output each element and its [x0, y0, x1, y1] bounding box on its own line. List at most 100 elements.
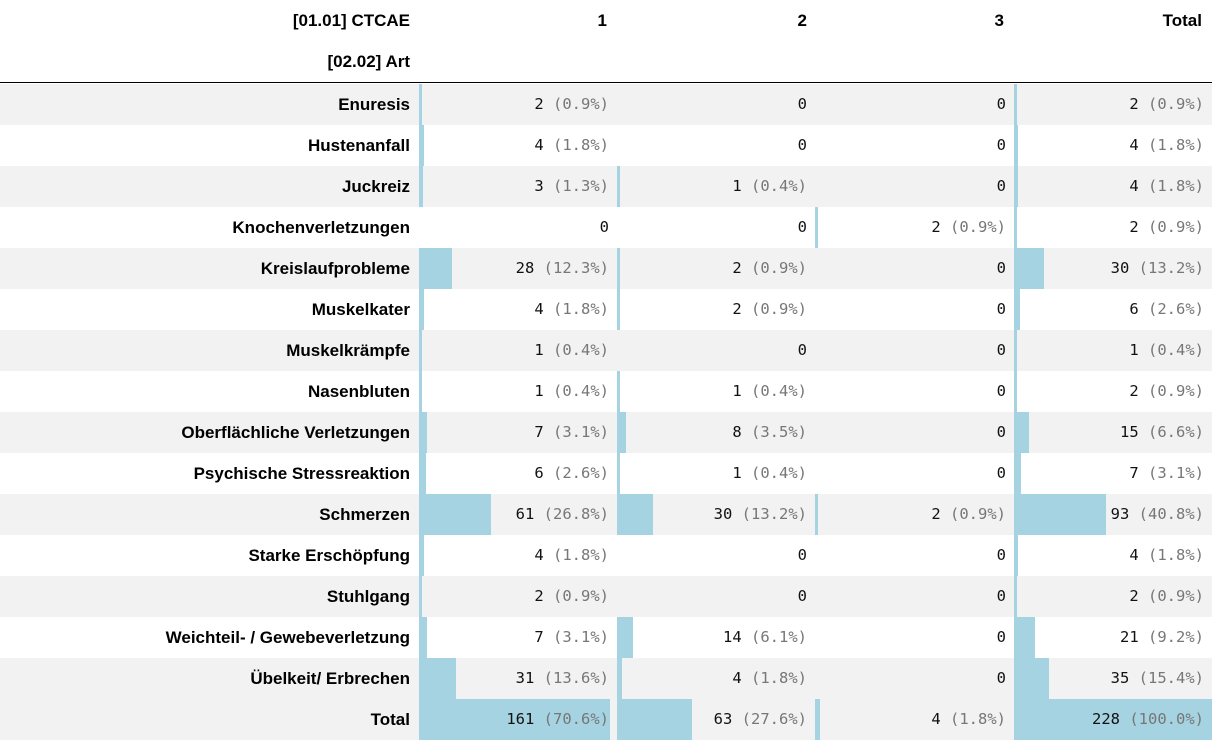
table-cell: 4 (1.8%) — [419, 289, 617, 330]
cell-bar — [1014, 166, 1018, 207]
cell-count: 0 — [996, 628, 1006, 646]
table-cell: 0 — [815, 576, 1014, 617]
table-cell: 4 (1.8%) — [1014, 125, 1212, 166]
cell-value: 0 — [798, 535, 807, 576]
cell-value: 0 — [798, 125, 807, 166]
cell-percent: (1.8%) — [553, 300, 609, 318]
cell-percent: (0.9%) — [751, 300, 807, 318]
cell-percent: (1.8%) — [553, 136, 609, 154]
table-cell: 2 (0.9%) — [617, 248, 815, 289]
row-label: Kreislaufprobleme — [260, 259, 410, 278]
cell-count: 0 — [996, 341, 1006, 359]
cell-percent: (0.9%) — [553, 95, 609, 113]
table-cell: 0 — [815, 166, 1014, 207]
table-cell: 0 — [815, 617, 1014, 658]
table-cell: 28 (12.3%) — [419, 248, 617, 289]
column-header-1[interactable]: 1 — [597, 11, 607, 30]
table-cell: 61 (26.8%) — [419, 494, 617, 535]
table-cell: 1 (0.4%) — [617, 453, 815, 494]
table-cell: 4 (1.8%) — [419, 535, 617, 576]
cell-bar — [419, 289, 424, 330]
cell-percent: (1.8%) — [751, 669, 807, 687]
cell-count: 0 — [797, 218, 807, 236]
cell-value: 0 — [798, 576, 807, 617]
cell-value: 6 (2.6%) — [534, 453, 609, 494]
table-cell: 0 — [815, 289, 1014, 330]
table-cell: 14 (6.1%) — [617, 617, 815, 658]
cell-value: 7 (3.1%) — [534, 617, 609, 658]
cell-percent: (1.8%) — [553, 546, 609, 564]
table-cell: 2 (0.9%) — [419, 576, 617, 617]
cell-percent: (0.9%) — [1148, 587, 1204, 605]
cell-value: 4 (1.8%) — [1129, 535, 1204, 576]
table-row: Psychische Stressreaktion 6 (2.6%) 1 (0.4%… — [0, 453, 1212, 494]
cell-count: 4 — [1129, 546, 1139, 564]
cell-count: 4 — [534, 546, 544, 564]
table-row: Muskelkrämpfe 1 (0.4%) 0 0 1 (0.4%) — [0, 330, 1212, 371]
table-cell: 2 (0.9%) — [419, 84, 617, 125]
cell-count: 0 — [996, 546, 1006, 564]
cell-percent: (0.9%) — [950, 505, 1006, 523]
cell-value: 63 (27.6%) — [714, 699, 807, 740]
row-label: Muskelkater — [311, 300, 410, 319]
cell-percent: (3.1%) — [1148, 464, 1204, 482]
table-cell: 1 (0.4%) — [617, 371, 815, 412]
table-row: Enuresis 2 (0.9%) 0 0 2 (0.9%) — [0, 84, 1212, 125]
table-cell: 0 — [815, 412, 1014, 453]
cell-value: 2 (0.9%) — [534, 84, 609, 125]
cell-bar — [1014, 412, 1029, 453]
cell-bar — [617, 412, 626, 453]
cell-count: 0 — [797, 587, 807, 605]
cell-count: 14 — [722, 628, 742, 646]
column-header-3[interactable]: 3 — [994, 11, 1004, 30]
cell-value: 4 (1.8%) — [534, 535, 609, 576]
cell-count: 0 — [797, 95, 807, 113]
cell-bar — [1014, 617, 1035, 658]
cell-count: 0 — [996, 136, 1006, 154]
cell-percent: (13.6%) — [543, 669, 609, 687]
cell-value: 28 (12.3%) — [516, 248, 609, 289]
cell-count: 28 — [515, 259, 535, 277]
cell-percent: (12.3%) — [543, 259, 609, 277]
cell-count: 0 — [797, 341, 807, 359]
table-cell: 0 — [617, 125, 815, 166]
cell-value: 0 — [798, 330, 807, 371]
table-cell: 63 (27.6%) — [617, 699, 815, 740]
cell-count: 1 — [534, 341, 544, 359]
cell-count: 30 — [1110, 259, 1130, 277]
cell-value: 2 (0.9%) — [931, 207, 1006, 248]
table-cell: 0 — [815, 453, 1014, 494]
cell-percent: (26.8%) — [543, 505, 609, 523]
cell-count: 2 — [732, 300, 742, 318]
cell-bar — [815, 207, 818, 248]
table-cell: 1 (0.4%) — [419, 371, 617, 412]
table-row: Übelkeit/ Erbrechen 31 (13.6%) 4 (1.8%) 0 35… — [0, 658, 1212, 699]
column-header-total[interactable]: Total — [1162, 11, 1202, 30]
cell-value: 0 — [997, 330, 1006, 371]
cell-bar — [419, 535, 424, 576]
cell-percent: (15.4%) — [1138, 669, 1204, 687]
column-header-2[interactable]: 2 — [797, 11, 807, 30]
cell-percent: (13.2%) — [741, 505, 807, 523]
table-row: Oberflächliche Verletzungen 7 (3.1%) 8 (3.… — [0, 412, 1212, 453]
cell-count: 2 — [534, 95, 544, 113]
cell-count: 93 — [1110, 505, 1130, 523]
row-label: Oberflächliche Verletzungen — [181, 423, 410, 442]
cell-percent: (0.9%) — [1148, 382, 1204, 400]
table-cell: 2 (0.9%) — [1014, 576, 1212, 617]
cell-count: 0 — [996, 95, 1006, 113]
cell-count: 30 — [713, 505, 733, 523]
cell-count: 2 — [931, 505, 941, 523]
table-cell: 0 — [815, 84, 1014, 125]
table-cell: 4 (1.8%) — [815, 699, 1014, 740]
cell-bar — [419, 166, 423, 207]
cell-value: 1 (0.4%) — [1129, 330, 1204, 371]
cell-bar — [617, 658, 622, 699]
cell-count: 6 — [1129, 300, 1139, 318]
row-label: Schmerzen — [319, 505, 410, 524]
cell-percent: (0.4%) — [751, 464, 807, 482]
cell-bar — [419, 371, 422, 412]
total-row: Total 161 (70.6%) 63 (27.6%) 4 (1.8%) 228 (1… — [0, 699, 1212, 740]
table-cell: 0 — [815, 371, 1014, 412]
cell-value: 1 (0.4%) — [534, 330, 609, 371]
